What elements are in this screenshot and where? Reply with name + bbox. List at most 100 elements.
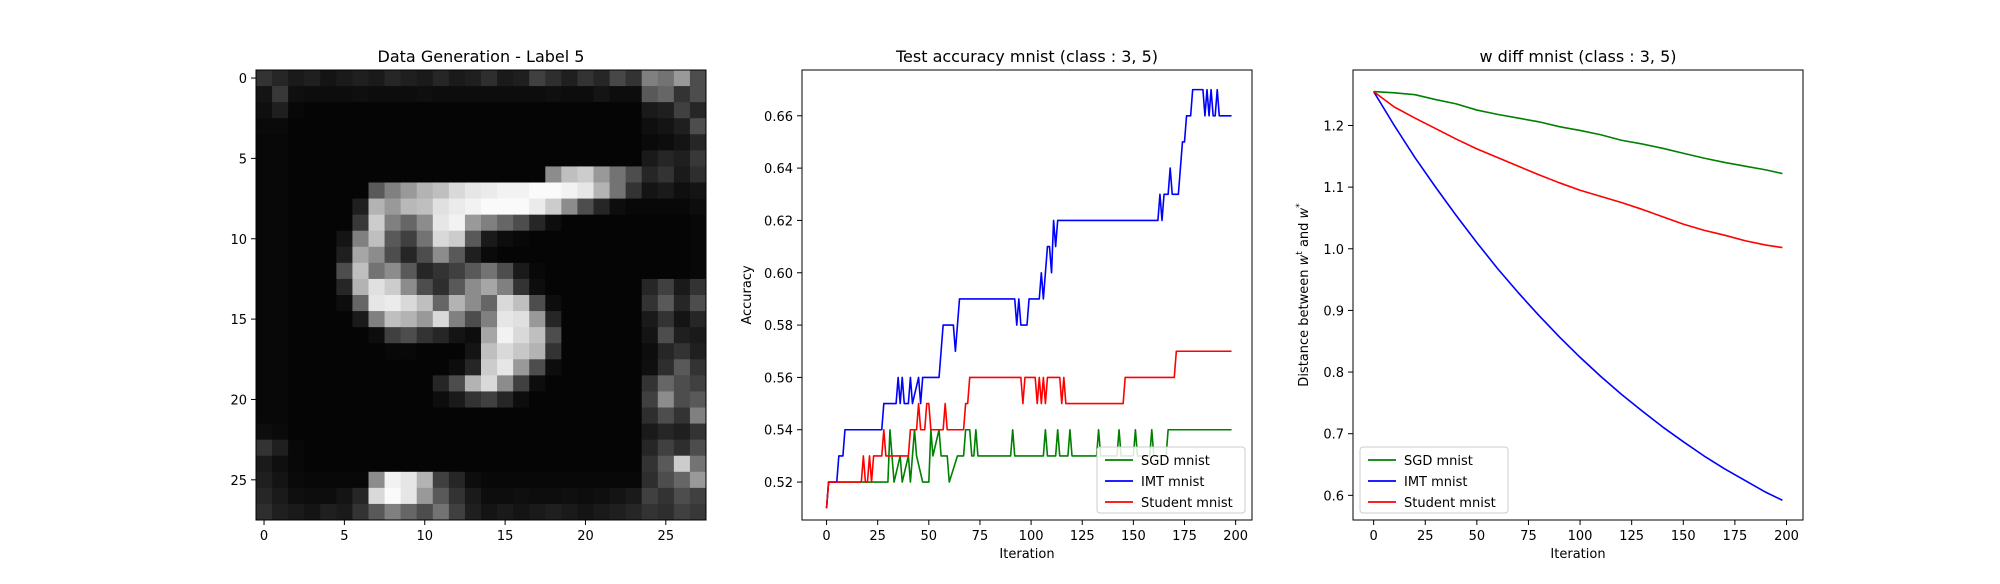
wdiff-frame (1352, 69, 1804, 521)
heatmap-cell (400, 166, 418, 183)
heatmap-cell (352, 262, 369, 280)
heatmap-cell (673, 134, 691, 151)
heatmap-cell (545, 343, 562, 360)
heatmap-cell (593, 327, 610, 344)
heatmap-cell (368, 391, 385, 408)
heatmap-cell (288, 295, 305, 312)
heatmap-ticks: 0 5 10 15 20 25 0 5 10 15 20 25 (230, 72, 674, 544)
heatmap-cell (416, 102, 434, 119)
heatmap-cell (641, 134, 659, 151)
heatmap-cell (400, 134, 418, 151)
heatmap-cell (320, 198, 337, 216)
heatmap-cell (529, 311, 546, 328)
heatmap-cell (448, 182, 466, 199)
wdiff-ytick-label: 0.8 (1323, 366, 1344, 381)
heatmap-cell (416, 423, 434, 441)
heatmap-cell (689, 166, 707, 183)
heatmap-cell (561, 407, 578, 424)
accuracy-ytick-label: 0.54 (764, 424, 793, 439)
heatmap-cell (529, 503, 546, 521)
heatmap-cell (673, 295, 691, 312)
heatmap-cell (304, 455, 321, 473)
heatmap-cell (593, 230, 610, 248)
heatmap-cell (352, 295, 369, 312)
wdiff-legend: SGD mnist IMT mnist Student mnist (1359, 446, 1509, 514)
heatmap-cell (272, 198, 289, 216)
heatmap-cell (288, 262, 305, 280)
heatmap-cell (673, 327, 691, 344)
heatmap-cell (464, 134, 482, 151)
heatmap-cell (625, 214, 643, 232)
wdiff-series-line-1 (1373, 90, 1783, 175)
heatmap-cell (272, 423, 289, 441)
heatmap-cell (657, 359, 675, 376)
heatmap-cell (673, 246, 691, 264)
wdiff-ytick-label: 1.0 (1323, 243, 1344, 258)
heatmap-cell (577, 102, 594, 119)
heatmap-cell (432, 375, 450, 392)
heatmap-cell (336, 295, 353, 312)
heatmap-cell (513, 198, 530, 216)
heatmap-cell (673, 86, 691, 103)
heatmap-cell (416, 343, 434, 360)
heatmap-cell (256, 439, 273, 457)
heatmap-cell (577, 214, 594, 232)
heatmap-cell (609, 295, 627, 312)
heatmap-cell (689, 134, 707, 151)
heatmap-cell (577, 182, 594, 199)
heatmap-cell (448, 487, 466, 505)
heatmap-cell (513, 375, 530, 392)
heatmap-cell (689, 246, 707, 264)
heatmap-cell (304, 503, 321, 521)
wdiff-xtick-label: 100 (1568, 529, 1593, 544)
panel-test-accuracy: Test accuracy mnist (class : 3, 5) 0 25 50… (740, 47, 1253, 562)
heatmap-cell (384, 375, 402, 392)
heatmap-cell (689, 198, 707, 216)
heatmap-cell (272, 311, 289, 328)
heatmap-cell (400, 455, 418, 473)
heatmap-cell (400, 423, 418, 441)
heatmap-cell (577, 487, 594, 505)
heatmap-cell (577, 166, 594, 183)
heatmap-cell (272, 262, 289, 280)
heatmap-cell (400, 407, 418, 424)
heatmap-cell (288, 246, 305, 264)
heatmap-cell (416, 407, 434, 424)
heatmap-cell (448, 359, 466, 376)
heatmap-cell (545, 487, 562, 505)
heatmap-cell (689, 278, 707, 296)
heatmap-cell (657, 311, 675, 328)
heatmap-cell (641, 246, 659, 264)
heatmap-cell (336, 343, 353, 360)
heatmap-cell (641, 391, 659, 408)
wdiff-xtick-label: 0 (1370, 529, 1378, 544)
heatmap-cell (625, 311, 643, 328)
heatmap-cell (497, 423, 514, 441)
heatmap-cell (577, 359, 594, 376)
heatmap-cell (432, 102, 450, 119)
heatmap-cell (577, 198, 594, 216)
heatmap-cell (609, 311, 627, 328)
heatmap-cell (497, 102, 514, 119)
heatmap-cell (689, 327, 707, 344)
heatmap-cell (545, 166, 562, 183)
heatmap-cell (384, 407, 402, 424)
heatmap-cell (481, 182, 498, 199)
heatmap-cell (320, 214, 337, 232)
heatmap-cell (368, 70, 385, 87)
heatmap-cell (577, 246, 594, 264)
heatmap-cell (384, 230, 402, 248)
heatmap-cell (673, 70, 691, 87)
heatmap-cell (432, 198, 450, 216)
heatmap-cell (432, 182, 450, 199)
heatmap-cell (641, 262, 659, 280)
heatmap-cell (689, 102, 707, 119)
heatmap-cell (593, 278, 610, 296)
heatmap-cell (529, 455, 546, 473)
heatmap-cell (657, 150, 675, 167)
heatmap-cell (304, 198, 321, 216)
heatmap-cell (529, 118, 546, 135)
heatmap-cell (368, 198, 385, 216)
heatmap-cell (272, 214, 289, 232)
